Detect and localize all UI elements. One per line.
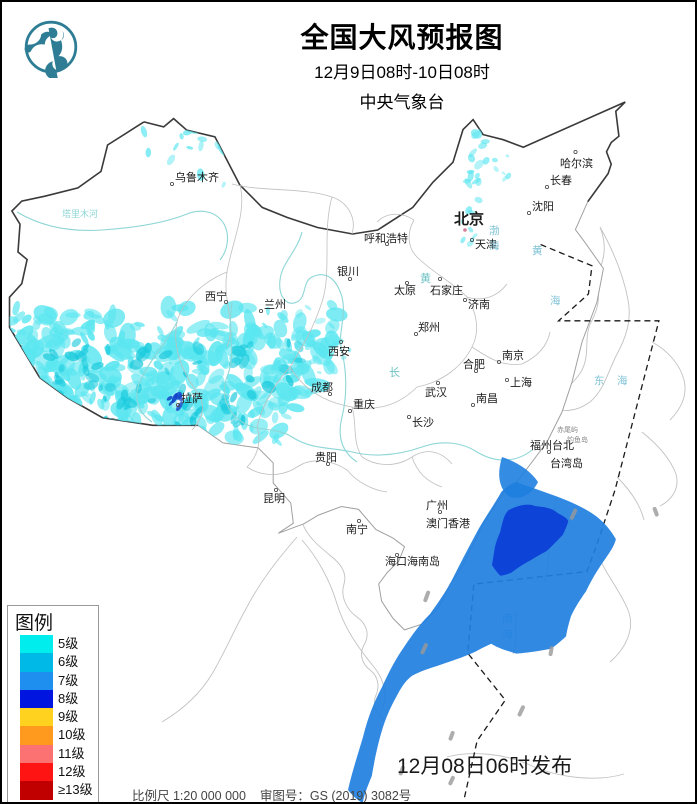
svg-text:贵阳: 贵阳 — [315, 451, 337, 464]
svg-text:石家庄: 石家庄 — [430, 283, 463, 297]
svg-text:北京: 北京 — [454, 210, 484, 228]
svg-text:兰州: 兰州 — [264, 298, 286, 311]
svg-text:赤尾屿: 赤尾屿 — [557, 425, 578, 434]
svg-text:渤: 渤 — [489, 224, 500, 237]
svg-text:南昌: 南昌 — [476, 392, 498, 405]
svg-text:沈阳: 沈阳 — [532, 199, 554, 213]
svg-text:西安: 西安 — [328, 344, 350, 358]
svg-text:东: 东 — [594, 374, 605, 387]
svg-text:哈尔滨: 哈尔滨 — [560, 156, 593, 170]
svg-text:武汉: 武汉 — [425, 386, 447, 399]
svg-text:南京: 南京 — [502, 348, 524, 362]
svg-text:澳门香港: 澳门香港 — [426, 516, 470, 530]
svg-text:黄: 黄 — [532, 244, 543, 257]
svg-text:钓鱼岛: 钓鱼岛 — [567, 435, 588, 444]
svg-text:台湾岛: 台湾岛 — [550, 456, 583, 470]
svg-text:长: 长 — [389, 366, 400, 379]
svg-text:成都: 成都 — [311, 381, 333, 394]
svg-text:长春: 长春 — [550, 174, 572, 187]
svg-text:拉萨: 拉萨 — [181, 391, 203, 405]
svg-text:海: 海 — [617, 374, 628, 387]
svg-text:黄: 黄 — [420, 271, 431, 285]
svg-text:长沙: 长沙 — [412, 416, 434, 429]
svg-text:乌鲁木齐: 乌鲁木齐 — [175, 170, 219, 184]
svg-text:呼和浩特: 呼和浩特 — [364, 231, 408, 245]
svg-text:塔里木河: 塔里木河 — [62, 208, 98, 219]
svg-text:昆明: 昆明 — [263, 492, 285, 505]
svg-text:郑州: 郑州 — [418, 320, 440, 334]
svg-text:太原: 太原 — [394, 284, 416, 297]
svg-text:西宁: 西宁 — [205, 289, 227, 303]
svg-text:海口海南岛: 海口海南岛 — [385, 554, 440, 568]
svg-text:银川: 银川 — [337, 264, 359, 278]
svg-text:南宁: 南宁 — [346, 522, 368, 536]
svg-text:广州: 广州 — [426, 499, 448, 512]
svg-text:合肥: 合肥 — [463, 357, 485, 371]
svg-text:海: 海 — [550, 294, 561, 307]
svg-text:海: 海 — [489, 239, 500, 252]
svg-text:重庆: 重庆 — [353, 397, 375, 411]
svg-text:济南: 济南 — [468, 297, 490, 311]
svg-text:上海: 上海 — [510, 375, 532, 389]
